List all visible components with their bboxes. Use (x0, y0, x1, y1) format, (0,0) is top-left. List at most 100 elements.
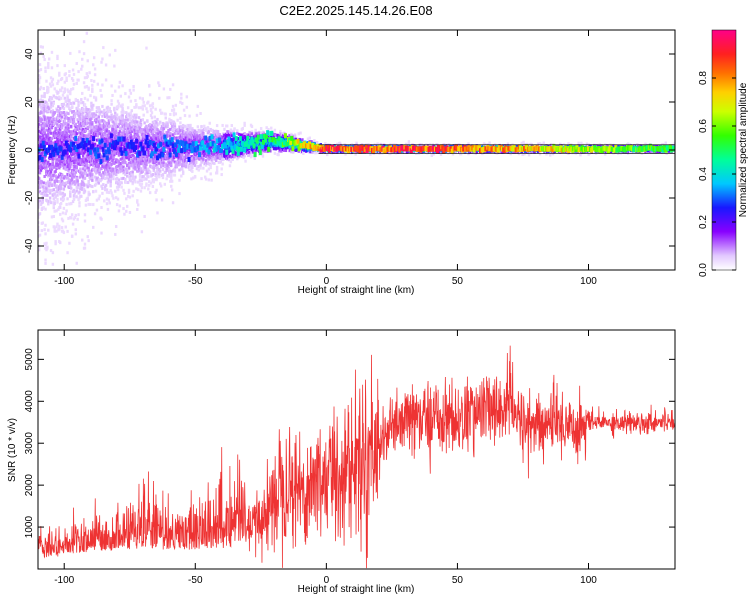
spectrogram-cell (61, 93, 65, 97)
spectrogram-cell (55, 225, 58, 229)
spectrogram-cell (101, 114, 104, 118)
spectrogram-cell (55, 209, 58, 213)
spectrogram-cell (302, 151, 305, 155)
spectrogram-cell (109, 110, 112, 114)
spectrogram-cell (38, 102, 42, 106)
spectrogram-cell (265, 126, 268, 130)
spectrogram-cell (128, 195, 132, 199)
spectrogram-cell (56, 132, 59, 136)
spectrogram-cell (67, 123, 70, 127)
spectrogram-cell (87, 168, 90, 172)
spectrogram-cell (191, 164, 194, 168)
spectrogram-cell (45, 108, 48, 112)
spectrogram-cell (203, 175, 207, 179)
spectrogram-cell (65, 104, 68, 108)
spectrogram-cell (64, 126, 67, 130)
spectrogram-cell (56, 200, 59, 204)
spectrogram-cell (58, 155, 61, 159)
spectrogram-cell (69, 108, 72, 112)
spectrogram-cell (63, 90, 67, 94)
spectrogram-cell (125, 156, 129, 160)
spectrogram-cell (211, 161, 214, 165)
spectrogram-cell (220, 141, 223, 145)
spectrogram-cell (98, 112, 101, 116)
spectrogram-cell (189, 131, 192, 135)
spectrogram-cell (136, 199, 139, 203)
spectrogram-cell (256, 147, 259, 151)
spectrogram-cell (78, 196, 81, 200)
spectrogram-cell (66, 152, 69, 156)
spectrogram-cell (41, 200, 44, 204)
spectrogram-cell (81, 57, 84, 61)
spectrogram-cell (86, 142, 89, 146)
spectrogram-cell (65, 131, 68, 135)
spectrogram-cell (131, 182, 134, 186)
spectrogram-cell (141, 118, 144, 122)
spectrogram-cell (102, 183, 105, 187)
spectrogram-cell (81, 171, 84, 175)
spectrogram-cell (161, 173, 165, 177)
spectrogram-cell (127, 157, 131, 161)
spectrogram-cell (72, 168, 76, 172)
spectrogram-cell (81, 64, 84, 68)
spectrogram-cell (105, 176, 109, 180)
spectrogram-cell (116, 105, 120, 109)
spectrogram-cell (105, 166, 109, 170)
spectrogram-cell (59, 180, 62, 184)
spectrogram-cell (170, 119, 173, 123)
spectrogram-cell (45, 173, 48, 177)
spectrogram-cell (38, 160, 42, 164)
spectrogram-cell (181, 170, 185, 174)
spectrogram-cell (83, 169, 87, 173)
spectrogram-cell (117, 132, 121, 136)
spectrogram-cell (96, 134, 100, 138)
spectrogram-cell (77, 183, 80, 187)
spectrogram-cell (189, 167, 192, 171)
spectrogram-cell (59, 106, 62, 110)
spectrogram-cell (174, 103, 178, 107)
spectrogram-cell (43, 92, 46, 96)
spectrogram-cell (98, 108, 101, 112)
spectrogram-cell (116, 125, 120, 129)
spectrogram-cell (150, 111, 154, 115)
spectrogram-cell (266, 140, 269, 144)
spectrogram-cell (131, 180, 134, 184)
spectrogram-cell (148, 134, 151, 138)
spectrogram-cell (186, 154, 189, 158)
spectrogram-cell (100, 127, 103, 131)
spectrogram-cell (123, 118, 126, 122)
spectrogram-cell (76, 112, 79, 116)
spectrogram-cell (40, 103, 44, 107)
spectrogram-cell (95, 198, 99, 202)
spectrogram-cell (92, 56, 96, 60)
spectrogram-cell (249, 155, 253, 159)
spectrogram-cell (53, 226, 56, 230)
spectrogram-cell (67, 168, 70, 172)
spectrogram-cell (48, 98, 51, 102)
spectrogram-cell (50, 126, 54, 130)
spectrogram-cell (62, 206, 66, 210)
spectrogram-cell (68, 69, 71, 73)
spectrogram-cell (74, 232, 78, 236)
spectrogram-cell (54, 174, 57, 178)
spectrogram-cell (70, 216, 73, 220)
spectrogram-cell (92, 79, 96, 83)
spectrogram-cell (142, 137, 145, 141)
spectrogram-cell (292, 150, 295, 154)
spectrogram-cell (179, 162, 182, 166)
spectrogram-cell (60, 115, 64, 119)
spectrogram-cell (38, 76, 42, 80)
spectrogram-cell (82, 40, 86, 44)
spectrogram-cell (141, 138, 144, 142)
spectrogram-cell (42, 104, 45, 108)
spectrogram-cell (141, 169, 144, 173)
spectrogram-cell (62, 231, 66, 235)
spectrogram-cell (38, 201, 40, 205)
spectrogram-cell (38, 198, 40, 202)
spectrogram-cell (187, 151, 190, 155)
spectrogram-cell (87, 108, 90, 112)
spectrogram-cell (158, 158, 161, 162)
spectrogram-cell (137, 155, 141, 159)
spectrogram-cell (67, 90, 70, 94)
spectrogram-cell (71, 157, 75, 161)
